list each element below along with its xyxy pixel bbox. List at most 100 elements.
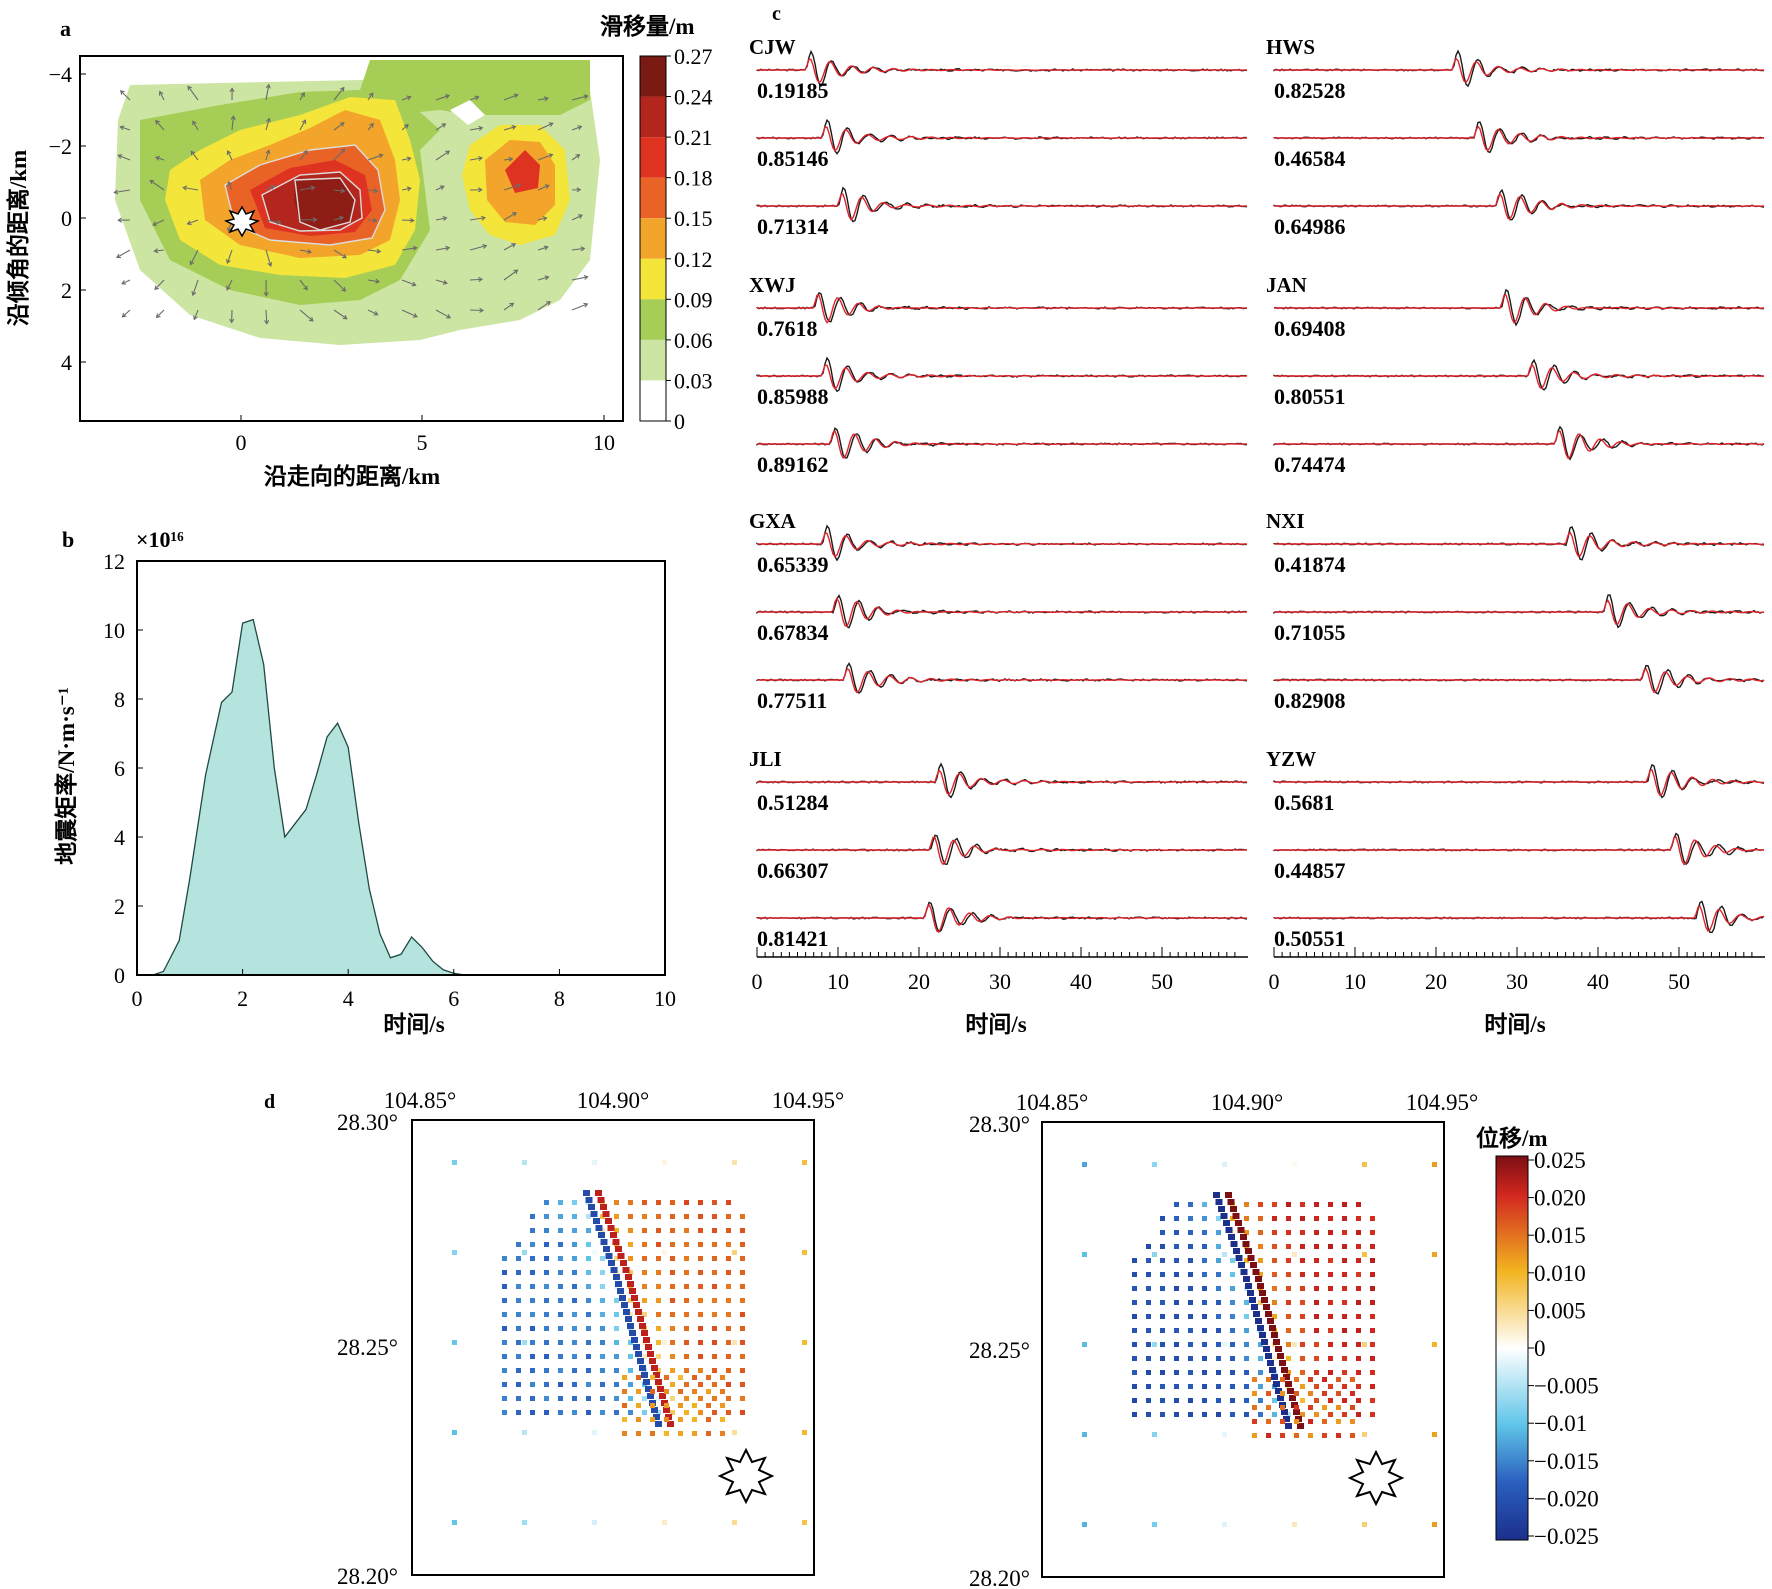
slip-arrow <box>154 279 165 290</box>
slip-arrow <box>231 116 235 131</box>
displacement-cell <box>636 1431 641 1436</box>
slip-arrow-head <box>412 313 418 318</box>
fault-trace-negative <box>1283 1416 1290 1422</box>
fault-trace-positive <box>1230 1206 1237 1212</box>
displacement-cell <box>726 1382 731 1387</box>
fault-trace-positive <box>595 1190 602 1196</box>
displacement-cell <box>558 1354 563 1359</box>
slip-arrow-head <box>446 314 452 319</box>
correlation-coefficient: 0.19185 <box>757 78 829 103</box>
slip-arrow <box>265 150 270 161</box>
displacement-cell <box>656 1200 661 1205</box>
displacement-cell <box>726 1396 731 1401</box>
synthetic-waveform <box>757 769 1248 796</box>
displacement-cell <box>656 1326 661 1331</box>
slip-arrow-head <box>478 276 484 282</box>
displacement-cell <box>650 1431 655 1436</box>
displacement-cell <box>1152 1432 1157 1437</box>
displacement-cell <box>1160 1412 1165 1417</box>
slip-arrow <box>190 151 199 161</box>
displacement-cell <box>698 1368 703 1373</box>
displacement-cell <box>726 1284 731 1289</box>
displacement-cell <box>1230 1314 1235 1319</box>
synthetic-waveform <box>1274 192 1765 220</box>
displacement-cell <box>614 1368 619 1373</box>
slip-arrow <box>333 279 346 292</box>
slip-arrow-head <box>190 150 196 156</box>
colorbar-tick-label: 0.18 <box>674 166 713 191</box>
displacement-cell <box>1342 1384 1347 1389</box>
fault-trace-negative <box>1233 1248 1240 1254</box>
displacement-cell <box>656 1256 661 1261</box>
displacement-cell <box>1272 1300 1277 1305</box>
displacement-cell <box>1280 1405 1285 1410</box>
displacement-cell <box>692 1389 697 1394</box>
displacement-cell <box>558 1298 563 1303</box>
slip-arrow <box>149 179 165 191</box>
displacement-cell <box>1244 1314 1249 1319</box>
synthetic-waveform <box>1274 531 1765 557</box>
slip-arrow-head <box>301 119 307 125</box>
displacement-grid-right <box>1082 1162 1437 1527</box>
displacement-cell <box>530 1396 535 1401</box>
fault-trace-negative <box>637 1358 644 1364</box>
slip-arrow-head <box>577 214 583 219</box>
displacement-cell <box>1328 1258 1333 1263</box>
lat-tick: 28.25° <box>337 1335 398 1360</box>
displacement-cell <box>1370 1272 1375 1277</box>
a-ytick: 4 <box>61 350 72 375</box>
displacement-cell <box>622 1403 627 1408</box>
fault-trace-negative <box>1238 1262 1245 1268</box>
displacement-cell <box>656 1214 661 1219</box>
displacement-cell <box>1160 1286 1165 1291</box>
slip-arrow-head <box>155 119 160 125</box>
colorbar-segment <box>640 339 666 381</box>
correlation-coefficient: 0.67834 <box>757 620 829 645</box>
displacement-cell <box>732 1430 737 1435</box>
synthetic-waveform <box>757 903 1248 933</box>
displacement-cell <box>1202 1342 1207 1347</box>
slip-arrow <box>367 189 378 192</box>
slip-arrow <box>469 309 484 312</box>
displacement-cell <box>530 1228 535 1233</box>
displacement-cell <box>1082 1252 1087 1257</box>
displacement-cell <box>636 1375 641 1380</box>
displacement-cell <box>670 1354 675 1359</box>
synthetic-waveform <box>757 126 1247 152</box>
fault-trace-negative <box>613 1274 620 1280</box>
displacement-cell <box>712 1200 717 1205</box>
station-name: JLI <box>749 747 782 771</box>
displacement-cell <box>600 1410 605 1415</box>
displacement-cell <box>586 1270 591 1275</box>
displacement-cell <box>1202 1202 1207 1207</box>
displacement-cell <box>1342 1412 1347 1417</box>
displacement-cell <box>1230 1286 1235 1291</box>
displacement-cell <box>1202 1216 1207 1221</box>
displacement-cell <box>802 1430 807 1435</box>
time-tick-label: 0 <box>752 969 763 994</box>
displacement-cell <box>642 1284 647 1289</box>
time-tick-label: 50 <box>1668 969 1690 994</box>
displacement-cell <box>650 1375 655 1380</box>
displacement-cell <box>592 1160 597 1165</box>
fault-trace-negative <box>635 1351 642 1357</box>
displacement-cell <box>678 1431 683 1436</box>
slip-arrow <box>537 97 549 101</box>
displacement-cell <box>1350 1405 1355 1410</box>
displacement-cell <box>726 1256 731 1261</box>
slip-arrow-head <box>372 217 378 223</box>
displacement-cell <box>642 1242 647 1247</box>
displacement-cell <box>1132 1328 1137 1333</box>
slip-arrow <box>122 309 131 318</box>
b-xtick-label: 2 <box>237 986 248 1011</box>
displacement-cell <box>558 1326 563 1331</box>
synthetic-waveform <box>757 58 1247 84</box>
slip-arrow-head <box>406 186 412 192</box>
displacement-cell <box>670 1368 675 1373</box>
displacement-cell <box>1350 1433 1355 1438</box>
d-colorbar-tick-label: 0.025 <box>1534 1148 1586 1173</box>
slip-arrow-head <box>481 215 486 221</box>
displacement-cell <box>1328 1272 1333 1277</box>
fault-trace-positive <box>1225 1192 1232 1198</box>
displacement-cell <box>1160 1314 1165 1319</box>
